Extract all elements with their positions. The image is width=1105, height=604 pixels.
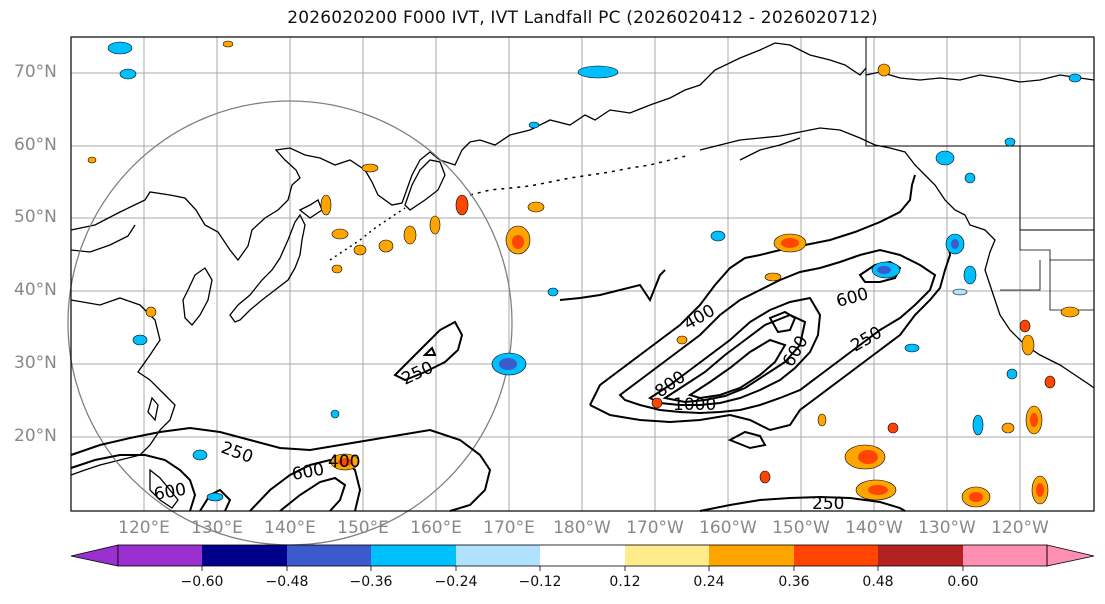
- colorbar-segment: [963, 545, 1047, 566]
- lon-label: 120°E: [118, 518, 170, 538]
- lon-label: 170°W: [626, 518, 684, 538]
- colorbar-tick-label: −0.48: [265, 574, 309, 590]
- colorbar-segment: [625, 545, 709, 566]
- colorbar-tick-label: 0.12: [609, 574, 641, 590]
- colorbar-segment: [118, 545, 202, 566]
- lat-label: 40°N: [14, 280, 57, 300]
- lon-label: 150°W: [772, 518, 830, 538]
- lon-label: 130°W: [918, 518, 976, 538]
- contour-label-1000: 1000: [673, 395, 716, 415]
- colorbar-tick-label: 0.48: [862, 574, 894, 590]
- colorbar-tick-label: −0.12: [518, 574, 562, 590]
- lon-label: 120°W: [991, 518, 1049, 538]
- colorbar-segment: [540, 545, 625, 566]
- lon-label: 160°W: [699, 518, 757, 538]
- colorbar-segment: [456, 545, 540, 566]
- lat-label: 60°N: [14, 135, 57, 155]
- colorbar-segment: [371, 545, 456, 566]
- contour-label-400-tropics: 400: [328, 452, 360, 472]
- lon-label: 160°E: [410, 518, 462, 538]
- anomaly-patches: [87, 40, 1082, 508]
- lon-label: 140°W: [845, 518, 903, 538]
- colorbar-segment: [202, 545, 287, 566]
- coastlines: [70, 37, 1095, 509]
- colorbar-tick-label: −0.60: [180, 574, 224, 590]
- contour-label-250-east: 250: [812, 494, 844, 514]
- lon-label: 150°E: [337, 518, 389, 538]
- colorbar-segment: [878, 545, 963, 566]
- map-title: 2026020200 F000 IVT, IVT Landfall PC (20…: [287, 8, 878, 28]
- colorbar-tick-label: 0.24: [693, 574, 725, 590]
- lon-label: 170°E: [483, 518, 535, 538]
- colorbar-tick-label: 0.36: [778, 574, 810, 590]
- colorbar-tick-label: 0.60: [947, 574, 979, 590]
- colorbar-segment: [794, 545, 878, 566]
- colorbar-segment: [287, 545, 371, 566]
- lat-label: 50°N: [14, 207, 57, 227]
- colorbar-tick-label: −0.36: [349, 574, 393, 590]
- colorbar-under-triangle: [70, 544, 119, 567]
- lon-label: 130°E: [191, 518, 243, 538]
- colorbar-over-triangle: [1046, 544, 1095, 567]
- colorbar: [70, 544, 1095, 571]
- ivt-contours: [70, 174, 952, 512]
- colorbar-segment: [709, 545, 794, 566]
- colorbar-tick-label: −0.24: [434, 574, 478, 590]
- lat-label: 70°N: [14, 62, 57, 82]
- lon-label: 180°W: [553, 518, 611, 538]
- lat-label: 30°N: [14, 353, 57, 373]
- lon-label: 140°E: [264, 518, 316, 538]
- lat-label: 20°N: [14, 426, 57, 446]
